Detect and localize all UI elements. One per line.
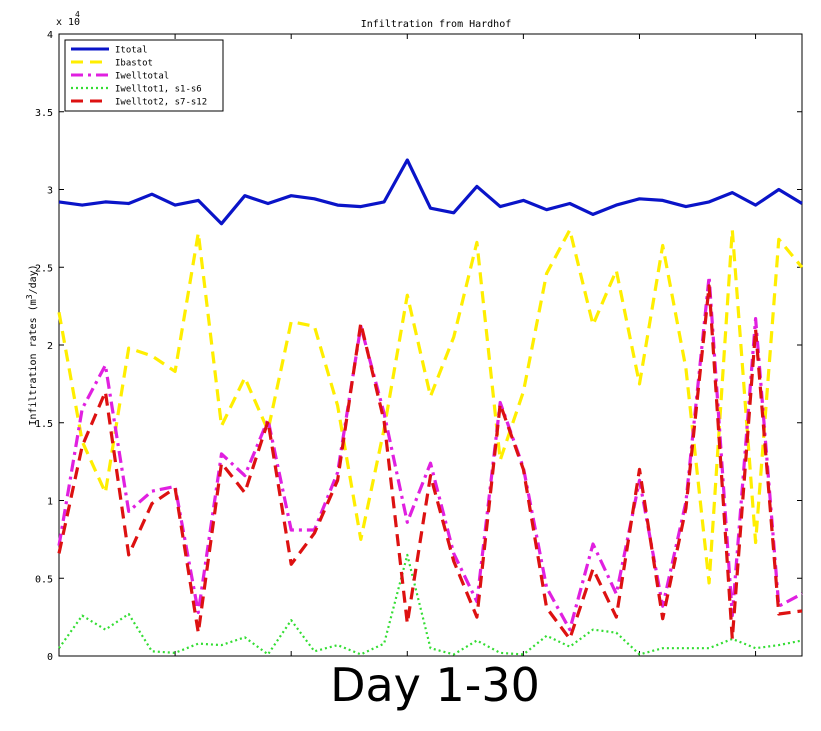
y-tick-label: 1.5 (35, 419, 53, 430)
plot-area (58, 33, 803, 657)
legend-label-1: Itotal (115, 46, 148, 56)
line-chart: Infiltration from Hardhof x 10 4 Infiltr… (25, 10, 804, 660)
series-line-1 (58, 158, 803, 226)
series-line-5 (57, 284, 803, 641)
series-line-4 (58, 553, 803, 656)
y-tick-label: 4 (47, 30, 53, 41)
y-tick-label: 3.5 (35, 108, 53, 119)
y-tick-label: 3 (47, 186, 53, 197)
y-multiplier: x 10 4 (56, 10, 80, 28)
legend-label-4: Iwelltot1, s1-s6 (115, 85, 202, 95)
svg-text:4: 4 (75, 10, 80, 19)
chart-title: Infiltration from Hardhof (361, 19, 512, 30)
legend-label-2: Ibastot (115, 59, 153, 69)
legend-label-5: Iwelltot2, s7-s12 (115, 98, 207, 108)
svg-text:x 10: x 10 (56, 17, 80, 28)
y-tick-label: 1 (47, 497, 53, 508)
y-tick-label: 2 (47, 341, 53, 352)
slide-caption: Day 1-30 (330, 658, 540, 712)
y-axis-label: Infiltration rates (m3/day) (25, 264, 39, 425)
y-tick-label: 2.5 (35, 263, 53, 274)
axis-ticks: 00.511.522.533.54365370375395 (35, 30, 802, 660)
legend: Itotal Ibastot Iwelltotal Iwelltot1, s1-s6 I… (64, 39, 224, 112)
series-lines (57, 158, 804, 656)
legend-box (64, 39, 224, 112)
y-tick-label: 0.5 (35, 574, 53, 585)
legend-label-3: Iwelltotal (115, 72, 169, 82)
y-tick-label: 0 (47, 652, 53, 660)
